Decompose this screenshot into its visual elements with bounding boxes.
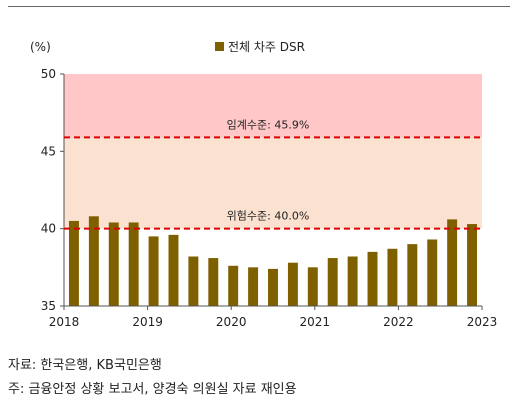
bar xyxy=(148,236,159,306)
band-1 xyxy=(64,137,482,229)
legend-swatch xyxy=(215,42,224,51)
x-tick-label: 2020 xyxy=(216,315,247,329)
source-note: 자료: 한국은행, KB국민은행 xyxy=(8,358,162,373)
bar xyxy=(287,262,298,306)
bar xyxy=(268,268,278,306)
bars-layer xyxy=(68,216,478,306)
bar xyxy=(467,224,478,306)
y-unit-label: (%) xyxy=(30,40,51,54)
y-tick-label: 45 xyxy=(41,144,56,158)
band-0 xyxy=(64,74,482,138)
labels-layer: 50 45 40 35 2018 2019 2020 2021 2022 2023 임계수준: 45… xyxy=(41,67,498,329)
x-tick-label: 2019 xyxy=(132,315,163,329)
x-tick-label: 2021 xyxy=(300,315,331,329)
y-tick-label: 35 xyxy=(41,299,56,313)
y-tick-label: 50 xyxy=(41,67,56,81)
bands-layer xyxy=(64,74,482,229)
bar xyxy=(427,239,438,306)
bar xyxy=(68,220,79,306)
top-rule xyxy=(8,6,510,7)
legend-label: 전체 차주 DSR xyxy=(228,40,305,54)
bar xyxy=(327,258,338,306)
x-tick-label: 2018 xyxy=(49,315,80,329)
bar xyxy=(88,216,99,306)
y-tick-label: 40 xyxy=(41,222,56,236)
x-tick-label: 2023 xyxy=(467,315,498,329)
dsr-bar-chart: 50 45 40 35 2018 2019 2020 2021 2022 2023 임계수준: 45… xyxy=(30,40,498,329)
axes-layer xyxy=(60,73,483,310)
bar xyxy=(407,244,418,306)
bar xyxy=(387,248,398,306)
bar xyxy=(168,234,179,306)
bar xyxy=(367,251,378,306)
bar xyxy=(228,265,239,306)
x-tick-label: 2022 xyxy=(383,315,414,329)
bar xyxy=(248,267,259,306)
legend: 전체 차주 DSR xyxy=(215,40,305,54)
bar xyxy=(307,267,318,306)
reference-line-label: 임계수준: 45.9% xyxy=(227,118,310,131)
bar xyxy=(208,258,219,306)
footnote: 주: 금융안정 상황 보고서, 양경숙 의원실 자료 재인용 xyxy=(8,382,297,397)
reference-line-label: 위험수준: 40.0% xyxy=(227,210,310,223)
bar xyxy=(128,222,139,306)
bar xyxy=(347,256,358,306)
bar xyxy=(188,256,199,306)
bar xyxy=(447,219,458,306)
bar xyxy=(108,222,119,306)
